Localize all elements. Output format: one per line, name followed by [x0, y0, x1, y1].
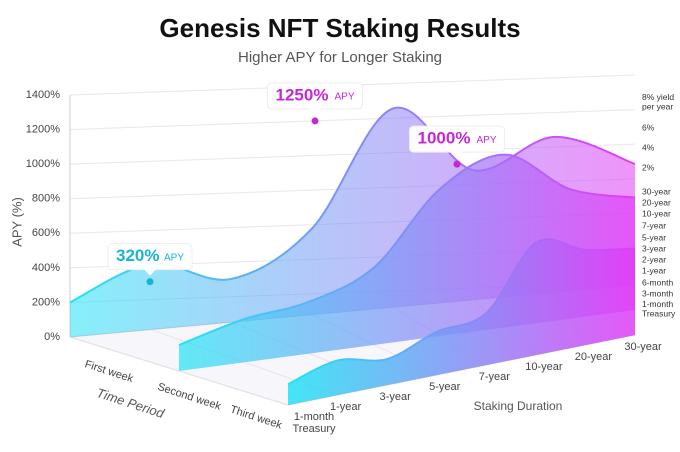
x-tick-label: Second week [156, 381, 223, 413]
right-label: 7-year [642, 220, 666, 230]
right-label: 4% [642, 142, 655, 152]
z-tick-label: 20-year [575, 351, 613, 363]
annotation: 320% APY [107, 243, 193, 276]
x-tick-label: Third week [229, 404, 284, 432]
y-tick-label: 1200% [26, 123, 60, 135]
chart-title: Genesis NFT Staking Results [159, 13, 520, 43]
right-label: 8% yield per year [642, 92, 674, 111]
surface-ridge [287, 238, 636, 386]
surface-fill [288, 239, 635, 405]
annotation-pointer [309, 108, 321, 115]
y-tick-label: 0% [44, 331, 60, 343]
y-axis-title: APY (%) [9, 197, 24, 247]
y-tick-label: 1400% [26, 89, 60, 101]
z-tick-label: 30-year [624, 341, 662, 353]
annotation-dot [311, 117, 319, 125]
z-tick-label: 3-year [380, 391, 412, 403]
z-tick-label: 1-month Treasury [293, 411, 336, 435]
annotation-pointer [144, 269, 156, 276]
z-axis-title: Staking Duration [474, 399, 563, 413]
right-label: 2% [642, 162, 655, 172]
right-label: 30-year [642, 186, 671, 196]
right-label: 6% [642, 122, 655, 132]
z-tick-label: 1-year [330, 401, 362, 413]
y-tick-label: 1000% [26, 158, 60, 170]
right-label: 1-month Treasury [642, 299, 676, 318]
surface-ridge [178, 153, 636, 346]
right-label: 3-year [642, 243, 666, 253]
annotation: 1000% APY [409, 125, 505, 159]
annotation-unit: APY [476, 135, 496, 146]
x-tick-label: First week [83, 358, 135, 385]
right-label: 3-month [642, 288, 673, 298]
right-label: 2-year [642, 254, 666, 264]
z-tick-label: 5-year [429, 381, 461, 393]
z-tick-label: 10-year [525, 361, 563, 373]
annotation-value: 1250% [276, 85, 329, 104]
right-label: 20-year [642, 197, 671, 207]
chart-subtitle: Higher APY for Longer Staking [238, 49, 442, 66]
annotation-unit: APY [164, 252, 184, 263]
right-label: 6-month [642, 277, 673, 287]
z-tick-label: 7-year [479, 371, 511, 383]
annotation-dot [453, 160, 461, 168]
y-tick-label: 200% [32, 296, 60, 308]
annotation-unit: APY [334, 92, 354, 103]
y-tick-label: 600% [32, 227, 60, 239]
annotation-value: 320% [116, 246, 159, 265]
y-tick-label: 400% [32, 262, 60, 274]
right-label: 5-year [642, 232, 666, 242]
right-label: 10-year [642, 208, 671, 218]
annotation-pointer [451, 151, 463, 159]
right-label: 1-year [642, 265, 666, 275]
y-tick-label: 800% [32, 193, 60, 205]
grid-line [69, 109, 636, 131]
annotation-dot [146, 278, 154, 286]
annotation: 1250% APY [267, 82, 363, 115]
annotation-value: 1000% [418, 129, 471, 148]
